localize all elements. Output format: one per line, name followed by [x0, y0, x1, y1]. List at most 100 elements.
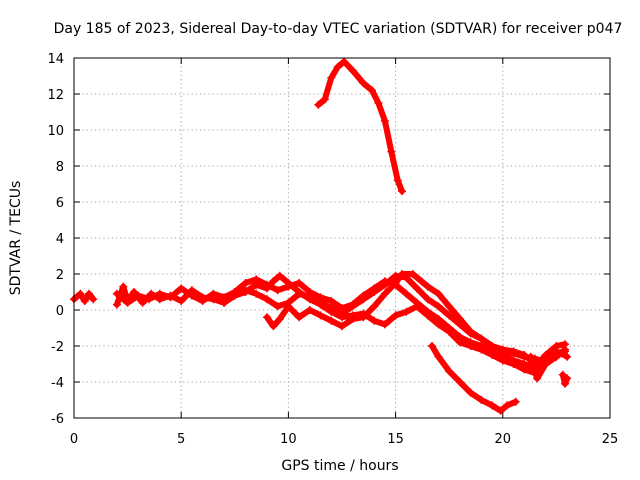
data-point — [434, 352, 443, 361]
data-point — [402, 307, 411, 316]
data-point — [166, 293, 175, 302]
data-point — [423, 282, 432, 291]
data-point — [85, 289, 94, 298]
y-tick-label: 8 — [56, 160, 64, 175]
data-point — [488, 342, 497, 350]
data-point — [262, 280, 271, 289]
y-tick-label: 2 — [56, 268, 64, 283]
y-tick-label: 14 — [47, 52, 64, 67]
axis-ticks: 0 5 10 15 20 25 -6 -4 -2 0 2 4 6 8 10 12 14 — [47, 52, 618, 447]
series-track-d — [264, 271, 532, 362]
data-point — [466, 327, 475, 336]
data-point — [477, 342, 486, 350]
data-point — [402, 289, 411, 298]
x-tick-label: 25 — [602, 432, 619, 447]
data-point — [466, 338, 475, 347]
data-point — [155, 289, 164, 298]
data-point — [80, 297, 89, 305]
data-point — [466, 388, 475, 397]
data-point — [455, 315, 464, 323]
data-point — [112, 300, 121, 309]
data-point — [295, 279, 304, 287]
chart-title: Day 185 of 2023, Sidereal Day-to-day VTE… — [54, 21, 623, 37]
data-point — [503, 401, 512, 410]
data-point — [370, 302, 379, 311]
data-point — [434, 289, 443, 298]
data-point — [130, 288, 139, 296]
data-point — [327, 297, 336, 305]
data-point — [320, 95, 329, 104]
data-point — [177, 297, 186, 305]
data-point — [423, 295, 432, 304]
data-point — [198, 297, 207, 305]
data-point — [284, 302, 293, 311]
data-point — [177, 284, 186, 293]
data-point — [220, 298, 229, 307]
data-point — [548, 345, 557, 354]
data-point — [340, 57, 349, 66]
data-point — [380, 117, 389, 125]
data-point — [526, 352, 535, 361]
y-tick-label: -6 — [51, 412, 64, 427]
data-point — [541, 360, 550, 368]
data-point — [511, 397, 520, 406]
x-tick-label: 0 — [70, 432, 78, 447]
data-point — [398, 270, 407, 278]
y-tick-label: 12 — [47, 88, 64, 103]
data-point — [413, 298, 422, 307]
data-point — [76, 289, 85, 298]
y-tick-label: 10 — [47, 124, 64, 139]
data-point — [477, 334, 486, 343]
data-point — [262, 295, 271, 304]
data-point — [368, 86, 377, 95]
data-point — [348, 302, 357, 311]
y-tick-label: 4 — [56, 232, 64, 247]
x-axis-label: GPS time / hours — [281, 458, 398, 474]
data-point — [370, 316, 379, 325]
data-point — [262, 313, 271, 322]
x-tick-label: 10 — [280, 432, 297, 447]
data-point — [316, 311, 325, 320]
grid-lines — [74, 58, 610, 418]
data-point — [305, 293, 314, 302]
data-point — [563, 352, 572, 361]
y-tick-label: -4 — [51, 376, 64, 391]
data-point — [338, 309, 346, 318]
data-point — [413, 284, 422, 293]
data-point — [241, 279, 250, 287]
data-point — [269, 322, 278, 331]
data-point — [284, 282, 293, 291]
y-tick-label: 0 — [56, 304, 64, 319]
data-point — [428, 342, 437, 350]
data-point — [488, 401, 497, 410]
x-tick-label: 20 — [495, 432, 512, 447]
data-point — [374, 99, 383, 107]
series-track-e — [429, 343, 519, 414]
data-point — [134, 291, 143, 300]
data-point — [209, 289, 218, 298]
data-point — [558, 370, 567, 379]
data-point — [380, 280, 389, 289]
data-point — [520, 351, 529, 359]
data-point — [560, 379, 569, 388]
data-point — [380, 320, 389, 329]
data-point — [348, 66, 357, 75]
data-point — [123, 298, 132, 307]
data-point — [316, 298, 325, 307]
data-point — [112, 289, 121, 298]
data-point — [393, 176, 402, 185]
data-point — [423, 307, 432, 316]
data-point — [295, 289, 304, 298]
y-axis-label: SDTVAR / TECUs — [8, 181, 24, 296]
data-point — [477, 396, 486, 404]
y-tick-label: -2 — [51, 340, 64, 355]
data-point — [348, 315, 357, 323]
x-tick-label: 5 — [177, 432, 185, 447]
data-point — [455, 378, 464, 386]
data-point — [498, 345, 507, 354]
data-point — [455, 333, 464, 341]
data-point — [119, 282, 128, 291]
data-point — [391, 279, 400, 287]
data-point — [520, 360, 529, 368]
data-point — [563, 374, 572, 383]
